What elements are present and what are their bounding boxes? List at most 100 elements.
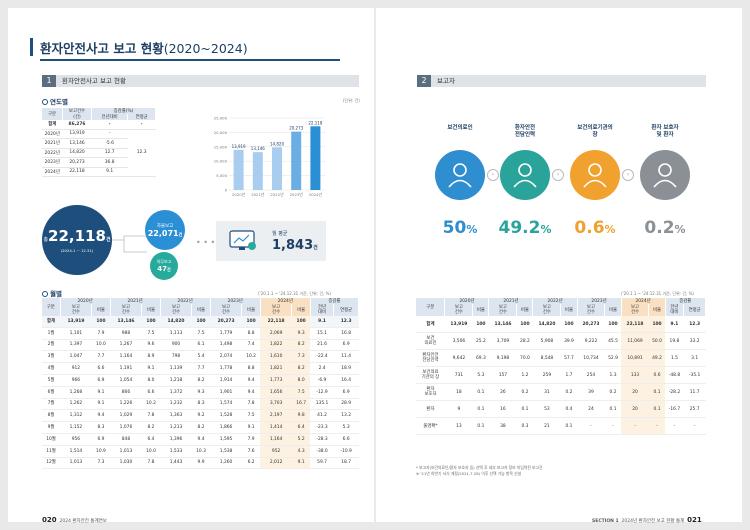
bar-value-label: 20,273 — [289, 126, 303, 131]
table-cell: 1,030 — [110, 457, 142, 470]
table-row: 9월 1,152 8.3 1,076 8.2 1,213 8.2 1,866 9.1 1,414 6… — [42, 421, 359, 434]
table-cell: 20,273 — [210, 316, 242, 328]
reporter-label: 환자안전 전담인력 — [514, 125, 536, 138]
yearly-unit: (단위: 건) — [343, 98, 360, 103]
connector-lines — [112, 235, 147, 253]
table-cell: 100 — [291, 316, 311, 328]
table-row: 4월 912 6.6 1,191 9.1 1,139 7.7 1,778 8.8 1,821 8.2… — [42, 362, 359, 375]
x-tick-label: 2021년 — [251, 192, 265, 197]
table-cell: 49.2 — [648, 349, 666, 367]
table-cell: 11.4 — [333, 350, 359, 364]
header-cell: 연평균 — [683, 304, 706, 316]
table-cell: 3,506 — [444, 332, 473, 350]
table-cell: 9,198 — [488, 349, 517, 367]
table-cell: 100 — [604, 316, 622, 333]
table-cell: 1,312 — [60, 409, 92, 423]
header-cell: 증감률 — [310, 298, 360, 304]
table-row: 3월 1,047 7.7 1,164 8.9 798 5.4 2,074 10.2 1,610 7.… — [42, 350, 359, 364]
header-cell: 구분 — [42, 298, 61, 316]
total-circle: 총22,118건 (2024.1 ~ 12.31) — [42, 205, 112, 275]
table-cell: 8.0 — [141, 374, 161, 387]
table-cell: 900 — [160, 339, 192, 352]
table-cell: 1,866 — [210, 421, 242, 434]
table-cell: 9.1 — [91, 386, 111, 399]
table-cell: 2024년 — [42, 167, 63, 177]
table-cell: 합계 — [416, 316, 445, 333]
table-cell: 9.1 — [291, 457, 311, 470]
header-cell: 비율 — [560, 304, 578, 316]
table-cell: 6.4 — [291, 421, 311, 434]
monitor-chart-icon — [229, 230, 256, 250]
table-cell: 0.1 — [604, 400, 622, 418]
table-cell: 69.3 — [472, 349, 489, 367]
table-cell: 1,113 — [160, 327, 192, 340]
table-cell: -28.2 — [665, 383, 684, 401]
table-cell: 10월 — [42, 433, 61, 446]
table-cell: 6.9 — [91, 433, 111, 446]
table-cell: 7.7 — [191, 362, 211, 375]
table-cell: 6.6 — [141, 386, 161, 399]
table-cell: 10.9 — [91, 445, 111, 458]
table-cell: 10.0 — [91, 339, 111, 352]
x-tick-label: 2024년 — [309, 192, 323, 197]
table-cell: -48.8 — [665, 366, 684, 384]
table-cell: 7.9 — [241, 433, 261, 446]
header-cell: 2022년 — [532, 298, 578, 304]
table-cell: 19.8 — [665, 332, 684, 350]
table-cell: 8.3 — [191, 398, 211, 411]
section-number: 1 — [42, 75, 56, 87]
voluntary-circle: 자율보고 22,071건 — [145, 210, 185, 250]
table-cell: 1,260 — [210, 457, 242, 470]
table-cell: 59.7 — [310, 457, 334, 470]
table-cell: 28.2 — [516, 332, 533, 350]
percent-unit: % — [540, 223, 552, 236]
monthly-heading: 월별 — [42, 288, 62, 298]
footer-text: 2024년 환자안전 보고 현황 통계 — [621, 519, 685, 524]
table-cell: 1,778 — [210, 362, 242, 375]
avg-unit: 건 — [313, 245, 318, 251]
table-cell: 1.5 — [665, 349, 684, 367]
reporter-label: 보건의료기관의 장 — [577, 125, 613, 138]
table-cell: 14,820 — [62, 148, 92, 158]
table-cell: 1,139 — [160, 362, 192, 375]
header-cell: 전년대비 — [91, 114, 129, 120]
chevron-right-icon: › — [622, 169, 634, 181]
table-cell: 18.7 — [333, 457, 359, 470]
table-cell: 환자안전 전담인력 — [416, 349, 445, 367]
table-cell: 5.3 — [333, 421, 359, 434]
header-cell: 구분 — [42, 108, 63, 120]
table-cell: -22.4 — [310, 350, 334, 364]
table-row: 6월 1,268 9.1 866 6.6 1,372 9.3 1,901 9.4 1,656 7.5… — [42, 386, 359, 399]
table-cell: 22,118 — [260, 316, 292, 328]
table-cell: - — [577, 417, 605, 435]
table-cell: 9,642 — [444, 349, 473, 367]
header-cell: 비율 — [516, 304, 534, 316]
table-cell: - — [91, 120, 128, 130]
header-cell: 비율 — [191, 304, 211, 316]
table-cell: 1,164 — [110, 350, 142, 364]
table-cell: 7.4 — [241, 339, 261, 352]
table-cell: 6.2 — [241, 457, 261, 470]
reporter-icon — [570, 150, 620, 200]
reporter-icon — [435, 150, 485, 200]
table-cell: 1,914 — [210, 374, 242, 387]
table-cell: 100 — [560, 316, 578, 333]
header-cell: 2021년 — [488, 298, 534, 304]
table-cell: 0.2 — [560, 383, 578, 401]
table-cell: 1.3 — [604, 366, 622, 384]
percent-unit: % — [466, 223, 478, 236]
table-cell: 7.7 — [91, 350, 111, 364]
ellipsis-dots: • • • — [196, 238, 216, 247]
header-cell: 보고 건수 — [110, 304, 143, 316]
table-cell: 1,397 — [60, 339, 92, 352]
table-cell: 1월 — [42, 327, 61, 340]
table-row: 환자안전 전담인력 9,642 69.3 9,198 70.0 8,548 57.7 10,7… — [416, 349, 706, 367]
table-cell: 157 — [488, 366, 517, 384]
table-cell: 10.0 — [141, 445, 161, 458]
y-tick-label: 20,000 — [214, 130, 228, 135]
table-cell: 100 — [241, 316, 261, 328]
table-cell: 21 — [532, 417, 561, 435]
table-cell: 7.3 — [291, 350, 311, 364]
voluntary-unit: 건 — [178, 231, 183, 237]
table-cell: 1,213 — [160, 421, 192, 434]
